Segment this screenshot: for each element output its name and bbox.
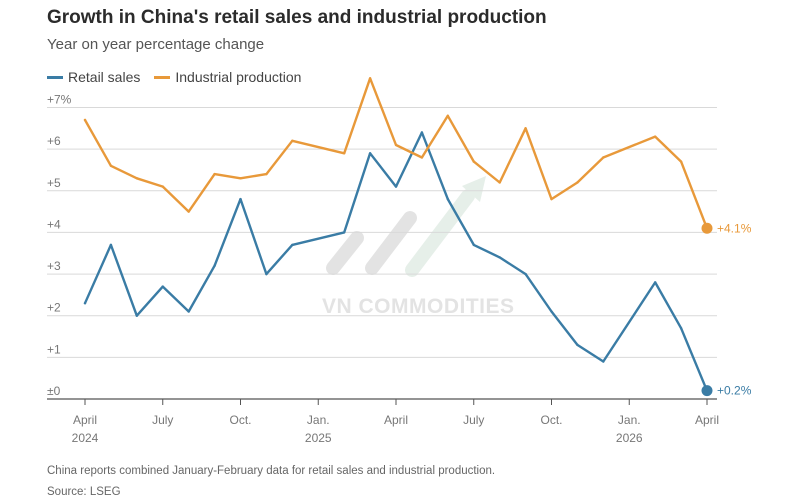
legend-label-retail-sales: Retail sales <box>68 69 141 85</box>
data-point-industrial-production <box>602 156 605 159</box>
source-note: Source: LSEG <box>47 486 121 498</box>
data-point-industrial-production <box>239 177 242 180</box>
chart-title: Growth in China's retail sales and indus… <box>47 7 547 28</box>
data-point-industrial-production <box>576 181 579 184</box>
data-point-industrial-production <box>291 139 294 143</box>
end-label-industrial-production: +4.1% <box>717 221 752 235</box>
legend-swatch-industrial-production <box>154 75 171 79</box>
end-marker-retail-sales <box>701 385 713 397</box>
data-point-retail-sales <box>653 281 657 284</box>
x-tick-label: Jan. <box>618 413 641 427</box>
data-point-industrial-production <box>472 160 475 163</box>
data-point-retail-sales <box>394 185 398 188</box>
y-tick-label: ±0 <box>47 384 61 398</box>
data-point-industrial-production <box>679 160 683 163</box>
y-tick-label: +6 <box>47 134 61 148</box>
data-point-retail-sales <box>368 152 372 155</box>
x-tick-year-label: 2026 <box>616 431 643 445</box>
x-tick-label: April <box>384 413 408 427</box>
x-tick-label: July <box>463 413 484 427</box>
data-point-retail-sales <box>679 327 683 330</box>
data-point-retail-sales <box>161 285 164 288</box>
y-tick-label: +5 <box>47 176 61 190</box>
series-line-retail-sales <box>83 131 709 392</box>
end-label-retail-sales: +0.2% <box>717 384 752 398</box>
line-chart: ±0 +1 +2 +3 +4 +5 +6 +7% April 2024 July Oct. Jan. 2… <box>47 77 752 445</box>
y-tick-label: +3 <box>47 259 61 273</box>
legend-item-retail-sales: Retail sales <box>47 69 140 85</box>
data-point-industrial-production <box>213 172 216 176</box>
data-point-industrial-production <box>109 164 113 167</box>
y-tick-label: +2 <box>47 301 61 315</box>
y-tick-label: +1 <box>47 342 61 356</box>
y-tick-label: +7% <box>47 92 72 106</box>
data-point-retail-sales <box>83 302 87 305</box>
data-point-retail-sales <box>524 272 527 276</box>
data-point-industrial-production <box>550 197 553 201</box>
data-point-retail-sales <box>342 231 346 234</box>
x-tick-label: Jan. <box>307 413 330 427</box>
data-point-retail-sales <box>213 264 216 267</box>
data-point-retail-sales <box>291 243 294 247</box>
watermark-logo-icon <box>326 176 486 277</box>
watermark-arrowhead <box>462 176 486 202</box>
data-point-industrial-production <box>265 172 268 176</box>
data-point-industrial-production <box>653 135 657 138</box>
data-point-industrial-production <box>135 177 139 180</box>
data-point-industrial-production <box>498 181 501 184</box>
watermark-arrow <box>405 189 475 277</box>
y-tick-label: +4 <box>47 217 61 231</box>
data-point-industrial-production <box>161 185 164 188</box>
data-point-industrial-production <box>368 77 372 80</box>
x-tick-label: July <box>152 413 173 427</box>
x-tick-year-label: 2024 <box>72 431 99 445</box>
data-point-retail-sales <box>135 314 139 317</box>
end-marker-industrial-production <box>701 222 713 234</box>
x-tick-label: Oct. <box>229 413 251 427</box>
x-tick-label: April <box>73 413 97 427</box>
data-point-industrial-production <box>342 152 346 155</box>
x-tick-label: April <box>695 413 719 427</box>
footnote: China reports combined January-February … <box>47 465 496 477</box>
data-point-retail-sales <box>109 243 113 247</box>
data-point-retail-sales <box>265 272 268 276</box>
legend-swatch-retail-sales <box>47 75 63 79</box>
data-point-retail-sales <box>446 197 450 201</box>
legend-label-industrial-production: Industrial production <box>175 69 302 85</box>
data-point-industrial-production <box>187 210 190 213</box>
data-point-retail-sales <box>498 256 501 259</box>
data-point-industrial-production <box>446 114 450 118</box>
data-point-retail-sales <box>239 197 242 201</box>
x-tick-year-label: 2025 <box>305 431 332 445</box>
data-point-retail-sales <box>550 310 553 313</box>
data-point-retail-sales <box>187 310 190 313</box>
data-point-industrial-production <box>524 127 527 130</box>
data-point-retail-sales <box>602 360 605 363</box>
data-point-industrial-production <box>420 156 424 159</box>
legend: Retail sales Industrial production <box>47 69 315 85</box>
legend-item-industrial-production: Industrial production <box>154 69 301 85</box>
x-tick-label: Oct. <box>540 413 562 427</box>
data-point-retail-sales <box>576 343 579 347</box>
data-point-retail-sales <box>420 131 424 134</box>
watermark-stroke <box>365 211 417 275</box>
watermark-stroke <box>326 231 364 275</box>
watermark-text: VN COMMODITIES <box>322 295 515 318</box>
data-point-industrial-production <box>83 118 87 122</box>
chart-subtitle: Year on year percentage change <box>47 36 265 53</box>
data-point-industrial-production <box>394 143 398 147</box>
series-line-industrial-production <box>83 77 709 230</box>
data-point-retail-sales <box>472 243 475 247</box>
